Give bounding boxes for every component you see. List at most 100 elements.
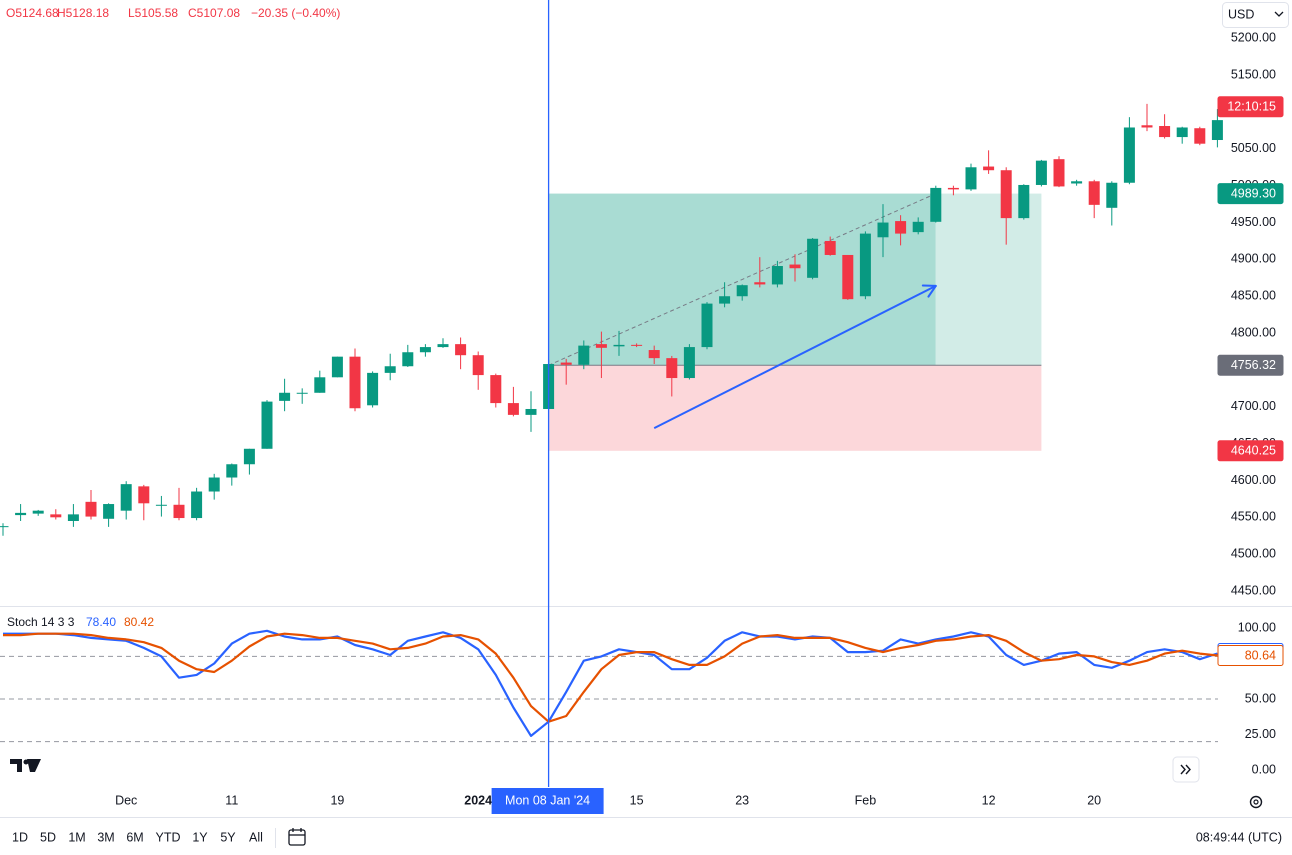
range-button[interactable]: 6M <box>126 830 143 844</box>
stoch-tick-label: 100.00 <box>1238 620 1276 634</box>
candle-body <box>1211 120 1223 141</box>
candle-body <box>842 254 854 300</box>
trend-arrow <box>653 285 937 430</box>
range-button[interactable]: 1D <box>12 830 28 844</box>
countdown-label: 12:10:15 <box>1227 100 1276 114</box>
candle-body <box>507 403 519 415</box>
stoch-legend-value: 80.42 <box>124 615 154 629</box>
range-button[interactable]: 5Y <box>220 830 236 844</box>
candle-body <box>32 510 44 514</box>
candle-body <box>859 233 871 297</box>
candle-body <box>314 377 326 393</box>
candle-body <box>349 356 361 409</box>
stoch-line <box>3 632 1218 723</box>
y-tick-label: 4800.00 <box>1231 325 1276 339</box>
candle-body <box>683 347 695 379</box>
candle-body <box>824 240 836 255</box>
candle-body <box>560 362 572 365</box>
candle-body <box>384 366 396 373</box>
stoch-title: Stoch 14 3 3 <box>7 615 75 629</box>
stoch-tick-label: 25.00 <box>1245 727 1276 741</box>
candle-body <box>648 350 660 359</box>
candle-body <box>191 491 203 519</box>
x-tick-label: 11 <box>225 793 238 807</box>
candle-body <box>1071 181 1083 184</box>
candle-body <box>895 221 907 234</box>
candle-body <box>578 345 590 365</box>
x-tick-label: 23 <box>735 793 749 807</box>
y-tick-label: 4700.00 <box>1231 399 1276 413</box>
candle-body <box>807 238 819 278</box>
scroll-icon <box>1180 764 1191 775</box>
candle-body <box>1000 170 1012 219</box>
tradingview-logo <box>10 759 41 772</box>
candle-body <box>1088 181 1100 205</box>
candle-body <box>525 408 537 415</box>
ohlc-value: −20.35 (−0.40%) <box>251 6 340 20</box>
currency-dropdown[interactable] <box>1222 2 1289 28</box>
ohlc-value: O5124.68 <box>6 6 59 20</box>
range-button[interactable]: 1M <box>68 830 85 844</box>
candle-body <box>789 264 801 269</box>
candle-body <box>666 358 678 379</box>
stoch-tick-label: 0.00 <box>1252 762 1276 776</box>
x-tick-label: Dec <box>115 793 137 807</box>
arrow-head <box>927 284 937 298</box>
candle-body <box>419 347 431 353</box>
stoch-line <box>3 629 1218 737</box>
candle-body <box>965 167 977 190</box>
range-button[interactable]: All <box>249 830 263 844</box>
range-button[interactable]: 3M <box>97 830 114 844</box>
stoch-tick-label: 50.00 <box>1245 691 1276 705</box>
y-tick-label: 4500.00 <box>1231 546 1276 560</box>
candle-body <box>402 352 414 367</box>
range-button[interactable]: 1Y <box>192 830 208 844</box>
range-button[interactable]: 5D <box>40 830 56 844</box>
y-tick-label: 4450.00 <box>1231 583 1276 597</box>
stop-label: 4640.25 <box>1231 444 1276 458</box>
candle-body <box>1018 184 1030 219</box>
candle-body <box>490 375 502 404</box>
settings-gear[interactable] <box>1249 795 1263 809</box>
entry-label-bg <box>1217 354 1284 376</box>
candle-body <box>771 266 783 285</box>
candle-body <box>983 166 995 171</box>
ohlc-value: H5128.18 <box>57 6 109 20</box>
candle-body <box>455 344 467 356</box>
candle-body <box>50 514 62 518</box>
ohlc-value: C5107.08 <box>188 6 240 20</box>
candle-body <box>1106 182 1118 208</box>
crosshair-label: Mon 08 Jan '24 <box>505 793 590 807</box>
candle-body <box>261 401 273 449</box>
y-tick-label: 5150.00 <box>1231 67 1276 81</box>
clock: 08:49:44 (UTC) <box>1196 830 1282 844</box>
candle-body <box>155 504 167 506</box>
target-label-bg <box>1217 183 1284 205</box>
candle-body <box>120 484 132 511</box>
candle-body <box>719 296 731 304</box>
x-tick-label: Feb <box>855 793 877 807</box>
candle-body <box>85 501 97 517</box>
candle-body <box>243 448 255 465</box>
candle-body <box>595 344 607 348</box>
scroll-right-button[interactable] <box>1172 756 1200 783</box>
candle-body <box>1159 126 1171 138</box>
entry-label: 4756.32 <box>1231 358 1276 372</box>
x-tick-label: 20 <box>1087 793 1101 807</box>
loss-zone <box>548 365 1042 451</box>
y-tick-label: 4850.00 <box>1231 289 1276 303</box>
calendar-icon[interactable] <box>288 828 306 846</box>
candle-body <box>701 303 713 348</box>
candle-body <box>296 392 308 394</box>
candle-body <box>367 372 379 406</box>
y-tick-label: 5050.00 <box>1231 141 1276 155</box>
candle-body <box>1176 127 1188 138</box>
range-button[interactable]: YTD <box>156 830 181 844</box>
x-tick-label: 2024 <box>464 793 492 807</box>
y-tick-label: 4550.00 <box>1231 510 1276 524</box>
stoch-end-label-bg <box>1217 644 1284 666</box>
dropdown-chevron <box>1274 11 1284 17</box>
y-tick-label: 5200.00 <box>1231 31 1276 45</box>
countdown-label-bg <box>1217 96 1284 118</box>
